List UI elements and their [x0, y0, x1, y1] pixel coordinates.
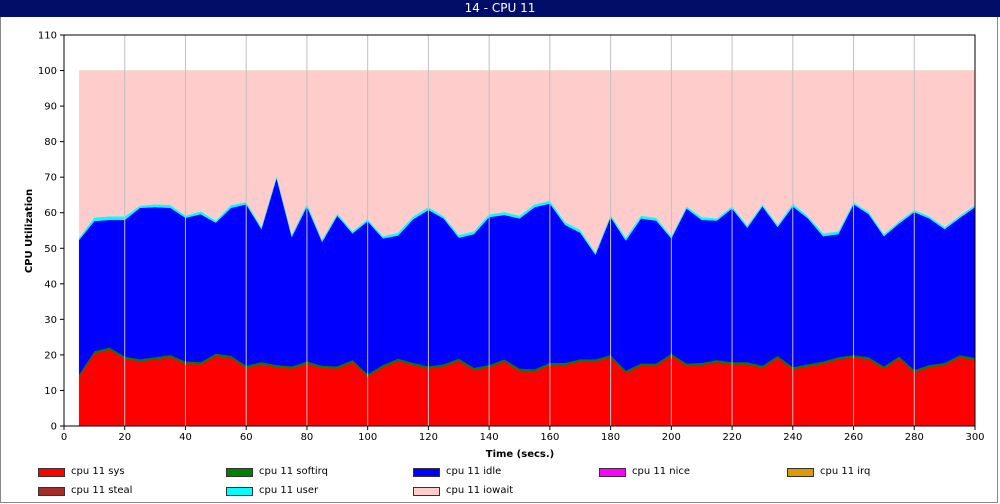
legend-swatch [787, 468, 814, 477]
legend-swatch [599, 468, 626, 477]
y-axis-label: CPU Utilization [24, 189, 35, 273]
x-tick-label: 220 [723, 432, 742, 443]
window-title: 14 - CPU 11 [0, 0, 1000, 17]
y-tick-label: 70 [44, 173, 57, 184]
legend-swatch [226, 487, 253, 496]
x-tick-label: 0 [61, 432, 67, 443]
y-tick-label: 10 [44, 386, 57, 397]
x-tick-label: 80 [301, 432, 314, 443]
legend-label: cpu 11 sys [71, 466, 125, 477]
x-tick-label: 20 [118, 432, 131, 443]
x-tick-label: 40 [179, 432, 192, 443]
x-tick-label: 280 [905, 432, 924, 443]
x-tick-label: 300 [965, 432, 984, 443]
y-tick-label: 30 [44, 315, 57, 326]
y-tick-label: 80 [44, 137, 57, 148]
x-axis-label: Time (secs.) [486, 449, 555, 460]
x-tick-label: 260 [844, 432, 863, 443]
legend-label: cpu 11 nice [632, 466, 691, 477]
legend-label: cpu 11 user [259, 485, 319, 496]
y-tick-label: 40 [44, 279, 57, 290]
y-tick-label: 110 [38, 31, 57, 42]
x-tick-label: 200 [662, 432, 681, 443]
y-tick-label: 60 [44, 208, 57, 219]
y-tick-label: 50 [44, 244, 57, 255]
y-tick-label: 20 [44, 350, 57, 361]
plot-frame [63, 34, 976, 427]
y-tick-label: 90 [44, 102, 57, 113]
legend-label: cpu 11 steal [71, 485, 133, 496]
x-tick-label: 100 [358, 432, 377, 443]
x-tick-label: 140 [480, 432, 499, 443]
legend-label: cpu 11 idle [446, 466, 502, 477]
x-tick-label: 60 [240, 432, 253, 443]
x-tick-label: 120 [419, 432, 438, 443]
x-tick-label: 240 [783, 432, 802, 443]
legend-swatch [413, 487, 440, 496]
y-tick-label: 100 [38, 66, 57, 77]
legend-label: cpu 11 iowait [446, 485, 514, 496]
legend-label: cpu 11 softirq [259, 466, 328, 477]
x-tick-label: 160 [540, 432, 559, 443]
legend-swatch [413, 468, 440, 477]
legend-swatch [226, 468, 253, 477]
legend-label: cpu 11 irq [820, 466, 871, 477]
legend-swatch [38, 487, 65, 496]
legend-swatch [38, 468, 65, 477]
x-tick-label: 180 [601, 432, 620, 443]
y-tick-label: 0 [51, 422, 57, 433]
